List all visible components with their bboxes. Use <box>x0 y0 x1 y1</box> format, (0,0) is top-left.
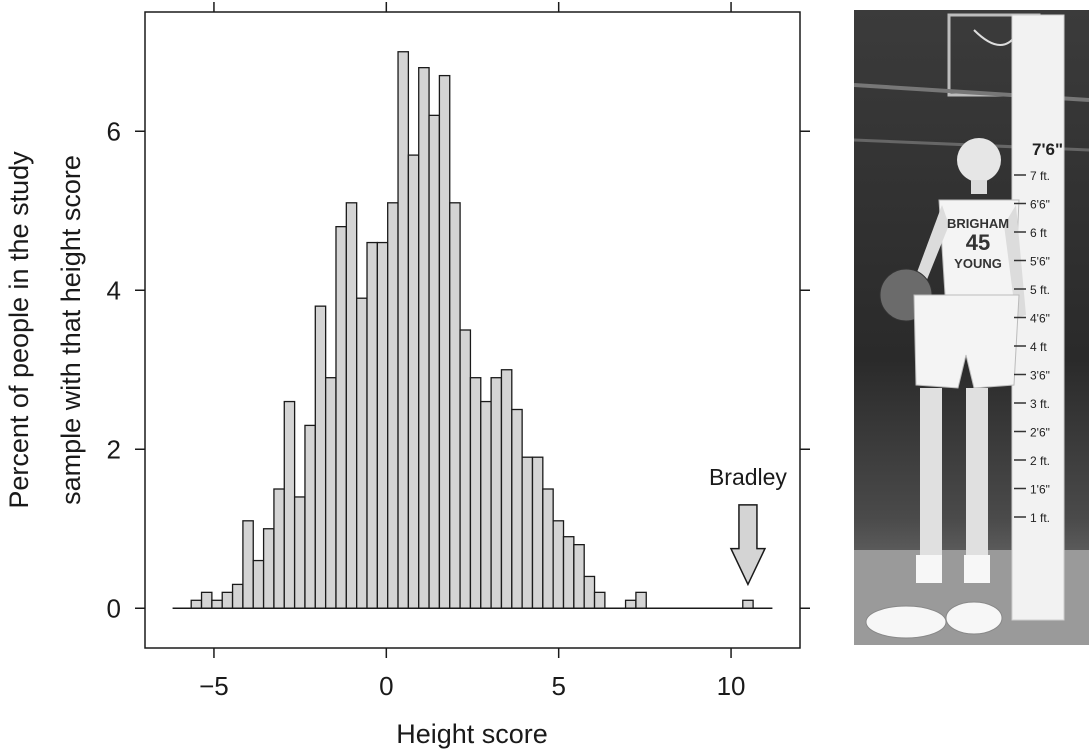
histogram-bar <box>356 297 368 609</box>
histogram-bar <box>624 599 637 609</box>
ruler-label: 1 ft. <box>1030 511 1050 525</box>
x-axis-title: Height score <box>396 719 548 749</box>
jersey-number: 45 <box>966 230 990 255</box>
x-tick-label: 5 <box>551 671 565 701</box>
y-axis-title-line-1: Percent of people in the study <box>4 151 34 509</box>
histogram-bar <box>397 51 410 609</box>
histogram-bar <box>531 456 544 609</box>
ruler-label: 3'6" <box>1030 369 1050 383</box>
histogram-bar <box>242 520 254 609</box>
histogram-bar <box>366 241 379 609</box>
down-arrow-icon <box>729 504 767 587</box>
histogram-bar <box>593 591 606 609</box>
ruler-label: 2 ft. <box>1030 454 1050 468</box>
histogram-bar <box>469 377 482 609</box>
histogram-bar <box>562 536 575 609</box>
histogram-bar <box>742 599 754 609</box>
y-tick-label: 2 <box>107 434 121 464</box>
plot-frame <box>144 11 801 649</box>
histogram-bar <box>314 305 327 609</box>
ruler-label: 3 ft. <box>1030 397 1050 411</box>
histogram-bar <box>221 591 234 609</box>
ruler-label: 7 ft. <box>1030 169 1050 183</box>
ruler-marks: 7 ft. 6'6" 6 ft 5'6" 5 ft. 4'6" 4 ft 3'6" 3 ft. 2… <box>1014 169 1050 525</box>
histogram-bar <box>542 488 554 609</box>
ruler-label: 2'6" <box>1030 426 1050 440</box>
histogram-bar <box>252 559 265 609</box>
x-tick-label: −5 <box>199 671 229 701</box>
histogram-bar <box>428 114 441 609</box>
histogram-bar <box>211 599 223 609</box>
jersey-text-2: YOUNG <box>954 256 1002 271</box>
ruler-label: 6 ft <box>1030 226 1047 240</box>
x-tick-label: 10 <box>717 671 746 701</box>
y-tick-label: 4 <box>107 275 121 305</box>
histogram-bar <box>262 528 275 609</box>
ruler-label: 6'6" <box>1030 198 1050 212</box>
histogram-bar <box>190 599 203 609</box>
histogram-bar <box>583 575 596 609</box>
histogram-bar <box>511 408 523 609</box>
annotation-label: Bradley <box>709 464 787 490</box>
histogram-bar <box>304 424 316 609</box>
histogram-bar <box>387 202 399 609</box>
axis-ticks: −5 0 5 10 0 2 4 6 <box>107 2 810 701</box>
histogram-bar <box>521 456 534 609</box>
ruler-label: 5'6" <box>1030 255 1050 269</box>
jersey-text-1: BRIGHAM <box>947 216 1009 231</box>
histogram-bar <box>573 544 585 609</box>
ruler-label: 4 ft <box>1030 340 1047 354</box>
histogram-bar <box>407 154 420 609</box>
histogram-bar <box>459 329 472 609</box>
histogram-bar <box>480 400 492 609</box>
y-axis-title-line-2: sample with that height score <box>56 155 86 505</box>
histogram-bar <box>376 241 389 609</box>
histogram-bar <box>490 377 503 609</box>
ruler-top-label: 7'6" <box>1032 140 1063 159</box>
histogram-bar <box>500 369 513 609</box>
histogram-bar <box>449 202 461 609</box>
histogram-bar <box>293 496 306 609</box>
histogram-bar <box>283 400 296 609</box>
ruler-label: 4'6" <box>1030 312 1050 326</box>
histogram-bar <box>231 583 244 609</box>
ruler-label: 1'6" <box>1030 483 1050 497</box>
histogram-chart: −5 0 5 10 0 2 4 6 Bradley Height score Percent … <box>4 2 810 749</box>
y-tick-label: 6 <box>107 116 121 146</box>
x-tick-label: 0 <box>379 671 393 701</box>
histogram-bar <box>345 202 358 609</box>
histogram-bar <box>324 377 337 609</box>
histogram-bar <box>635 591 647 609</box>
histogram-bar <box>335 225 347 609</box>
histogram-bar <box>438 74 451 609</box>
player-photo: BRIGHAM 45 YOUNG 7'6" 7 ft. 6'6" 6 ft 5'6" 5… <box>854 10 1089 645</box>
histogram-bar <box>552 520 565 609</box>
histogram-bar <box>200 591 213 609</box>
histogram-bars <box>190 51 754 609</box>
histogram-bar <box>418 67 430 609</box>
ruler-label: 5 ft. <box>1030 283 1050 297</box>
bradley-annotation: Bradley <box>709 464 787 587</box>
histogram-bar <box>273 488 285 609</box>
y-tick-label: 0 <box>107 593 121 623</box>
